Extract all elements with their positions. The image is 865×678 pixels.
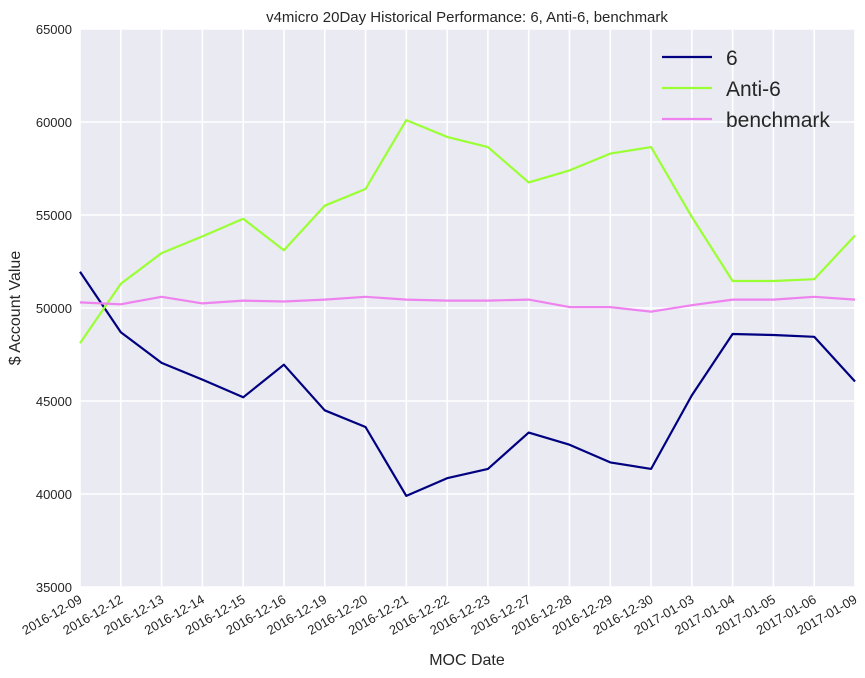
legend-label: 6 [726, 47, 738, 70]
grid [79, 28, 856, 588]
y-axis-ticks: 35000 40000 45000 50000 55000 60000 65000 [36, 22, 72, 595]
y-tick-label: 35000 [36, 580, 72, 595]
y-tick-label: 50000 [36, 301, 72, 316]
series-line-6 [79, 271, 856, 497]
chart-title: v4micro 20Day Historical Performance: 6,… [266, 9, 668, 26]
legend-label: Anti-6 [726, 78, 781, 101]
series-line-anti-6 [79, 118, 856, 344]
y-tick-label: 65000 [36, 22, 72, 37]
legend-label: benchmark [726, 109, 830, 132]
y-tick-label: 40000 [36, 487, 72, 502]
x-axis-ticks: 2016-12-092016-12-122016-12-132016-12-14… [19, 592, 859, 638]
series-line-benchmark [79, 295, 856, 313]
series-layer [79, 118, 856, 497]
legend: 6 Anti-6 benchmark [662, 47, 830, 132]
y-tick-label: 45000 [36, 394, 72, 409]
x-axis-label: MOC Date [429, 652, 505, 669]
y-axis-label: $ Account Value [7, 251, 24, 366]
y-tick-label: 60000 [36, 115, 72, 130]
y-tick-label: 55000 [36, 208, 72, 223]
